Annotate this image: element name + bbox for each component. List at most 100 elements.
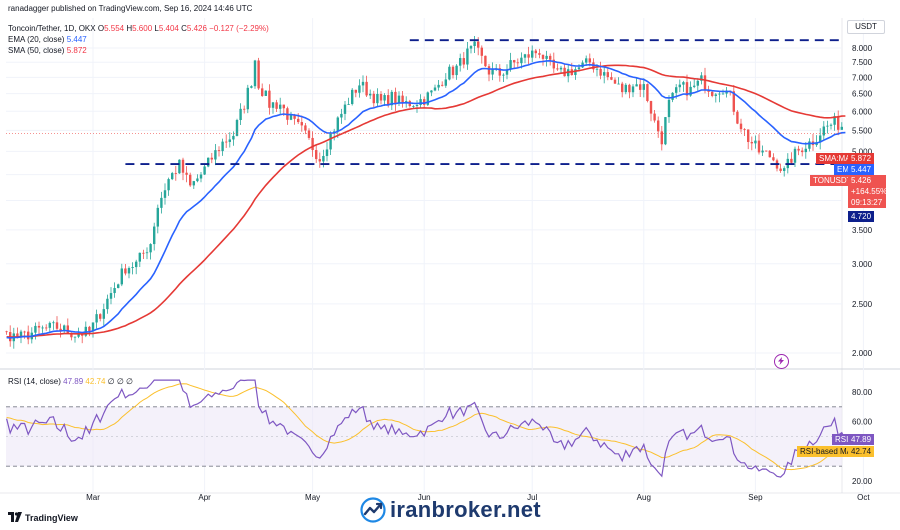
candle-down (217, 150, 221, 152)
candle-up (433, 87, 437, 91)
candle-up (192, 181, 195, 186)
candle-down (772, 157, 775, 161)
close-value: 5.426 (186, 24, 207, 33)
candle-down (282, 104, 285, 109)
candle-down (498, 68, 501, 76)
candle-down (99, 314, 102, 319)
candle-up (793, 148, 797, 163)
candle-up (635, 84, 638, 87)
change-value: −0.127 (−2.29%) (209, 24, 269, 33)
candle-up (419, 99, 422, 106)
candle-up (444, 79, 447, 86)
candle-down (649, 101, 653, 114)
candle-down (660, 131, 663, 145)
price-tick-label: 8.000 (852, 44, 873, 53)
candle-up (102, 309, 105, 319)
candle-up (664, 117, 667, 145)
price-tick-label: 2.500 (852, 300, 873, 309)
time-tick-label: Oct (857, 493, 870, 502)
candle-down (513, 60, 516, 63)
candle-up (822, 126, 825, 136)
candle-down (451, 66, 455, 76)
tradingview-logo[interactable]: TradingView (8, 512, 78, 523)
open-label: O (97, 24, 105, 33)
candle-up (383, 95, 386, 101)
candle-down (462, 58, 465, 65)
candle-down (639, 84, 642, 90)
candle-up (336, 117, 339, 132)
candle-up (689, 86, 692, 96)
candle-up (696, 80, 699, 86)
candle-up (455, 65, 458, 76)
candle-down (59, 328, 62, 331)
sma-label: SMA (50, close) (8, 46, 65, 55)
candle-up (77, 334, 80, 337)
candle-up (826, 125, 829, 127)
candle-up (631, 86, 635, 93)
rsi-ma-axis-tag-label: RSI-based MA (797, 446, 856, 457)
candle-up (761, 150, 764, 153)
candle-up (178, 159, 181, 174)
watermark-icon (360, 497, 386, 523)
candle-down (210, 157, 213, 160)
candle-up (135, 261, 138, 268)
candle-up (149, 244, 152, 253)
candle-down (534, 50, 537, 54)
price-tick-label: 2.000 (852, 349, 873, 358)
candle-up (214, 150, 217, 160)
candle-up (48, 322, 51, 328)
candle-down (797, 148, 800, 151)
candle-down (685, 82, 689, 96)
candle-down (70, 333, 73, 338)
candle-up (264, 90, 267, 96)
time-tick-label: Aug (637, 493, 651, 502)
candle-up (754, 140, 757, 144)
candle-down (790, 158, 793, 163)
candle-up (171, 173, 174, 180)
candle-up (113, 288, 116, 294)
candle-down (45, 327, 48, 329)
candle-up (469, 46, 473, 49)
ema-axis-tag-value: 5.447 (848, 164, 875, 175)
candle-up (721, 93, 725, 95)
candle-down (711, 91, 714, 96)
candle-down (88, 326, 91, 332)
candle-up (491, 69, 494, 75)
candle-up (221, 141, 224, 152)
sma-legend[interactable]: SMA (50, close) 5.872 (8, 46, 87, 56)
candle-down (657, 120, 660, 132)
candle-up (426, 92, 429, 105)
candle-up (714, 94, 717, 96)
candle-up (369, 93, 372, 96)
price-axis-pct: +164.55% (851, 187, 888, 196)
candle-up (228, 139, 231, 142)
rsi-label: RSI (14, close) (8, 377, 61, 386)
high-label: H (126, 24, 133, 33)
candle-up (531, 50, 534, 58)
price-tick-label: 7.500 (852, 58, 873, 67)
currency-selector[interactable]: USDT (847, 20, 885, 34)
candle-down (37, 325, 41, 328)
candle-down (257, 60, 260, 89)
rsi-legend[interactable]: RSI (14, close) 47.89 42.74 ∅ ∅ ∅ (8, 377, 133, 387)
candle-up (603, 72, 606, 76)
rsi-tick-label: 80.00 (852, 388, 873, 397)
flash-icon[interactable] (774, 354, 789, 369)
candle-up (117, 284, 120, 289)
candle-up (577, 67, 581, 70)
rsi-line (6, 379, 846, 478)
ema-legend[interactable]: EMA (20, close) 5.447 (8, 35, 87, 45)
high-value: 5.600 (132, 24, 153, 33)
candle-up (347, 104, 350, 105)
watermark-text: iranbroker.net (390, 497, 541, 522)
candle-down (293, 115, 296, 119)
candle-down (610, 77, 613, 80)
candle-up (91, 322, 95, 332)
candle-up (271, 102, 275, 108)
close-label: C (181, 24, 187, 33)
time-tick-label: May (305, 493, 320, 502)
ema20-line (6, 59, 846, 339)
candle-down (703, 75, 707, 90)
candle-down (480, 47, 483, 56)
